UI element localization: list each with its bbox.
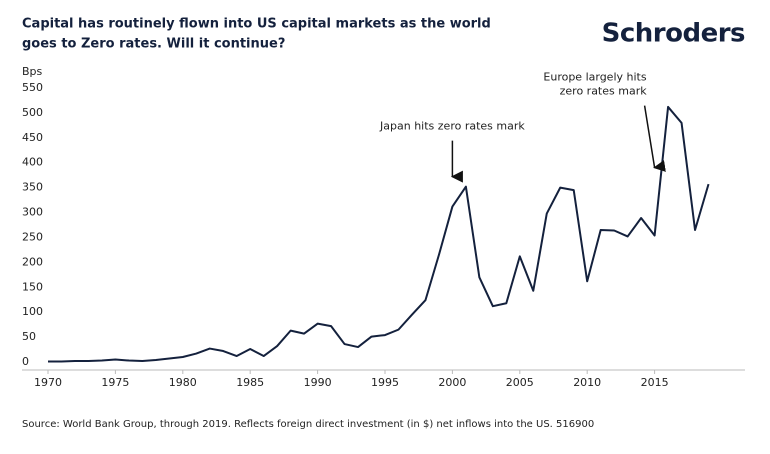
- y-tick-label: 0: [22, 355, 29, 368]
- y-tick-label: 500: [22, 106, 43, 119]
- chart-title: Capital has routinely flown into US capi…: [22, 17, 491, 32]
- source-note: Source: World Bank Group, through 2019. …: [22, 419, 594, 430]
- y-tick-label: 450: [22, 131, 43, 144]
- brand-logo: Schroders: [602, 19, 745, 49]
- y-axis-label: Bps: [22, 65, 43, 78]
- y-tick-label: 550: [22, 81, 43, 94]
- x-tick-label: 1990: [304, 376, 332, 389]
- annotation-text: Europe largely hits: [543, 71, 646, 84]
- y-tick-label: 200: [22, 255, 43, 268]
- x-tick-label: 1975: [101, 376, 129, 389]
- data-line: [48, 105, 710, 363]
- y-tick-label: 250: [22, 230, 43, 243]
- x-tick-label: 1970: [34, 376, 62, 389]
- x-tick-label: 2005: [506, 376, 534, 389]
- y-tick-label: 100: [22, 305, 43, 318]
- x-tick-label: 1985: [236, 376, 264, 389]
- y-tick-label: 300: [22, 206, 43, 219]
- x-tick-label: 2000: [438, 376, 466, 389]
- x-tick-label: 2010: [573, 376, 601, 389]
- annotation-arrow: [643, 105, 666, 172]
- x-tick-label: 1980: [169, 376, 197, 389]
- x-tick-label: 1995: [371, 376, 399, 389]
- x-tick-label: 2015: [641, 376, 669, 389]
- annotation-text: Japan hits zero rates mark: [379, 120, 525, 133]
- y-tick-label: 150: [22, 280, 43, 293]
- y-tick-label: 50: [22, 330, 36, 343]
- chart-title: goes to Zero rates. Will it continue?: [22, 37, 285, 52]
- y-tick-label: 350: [22, 181, 43, 194]
- annotation-text: zero rates mark: [560, 85, 648, 98]
- y-tick-label: 400: [22, 156, 43, 169]
